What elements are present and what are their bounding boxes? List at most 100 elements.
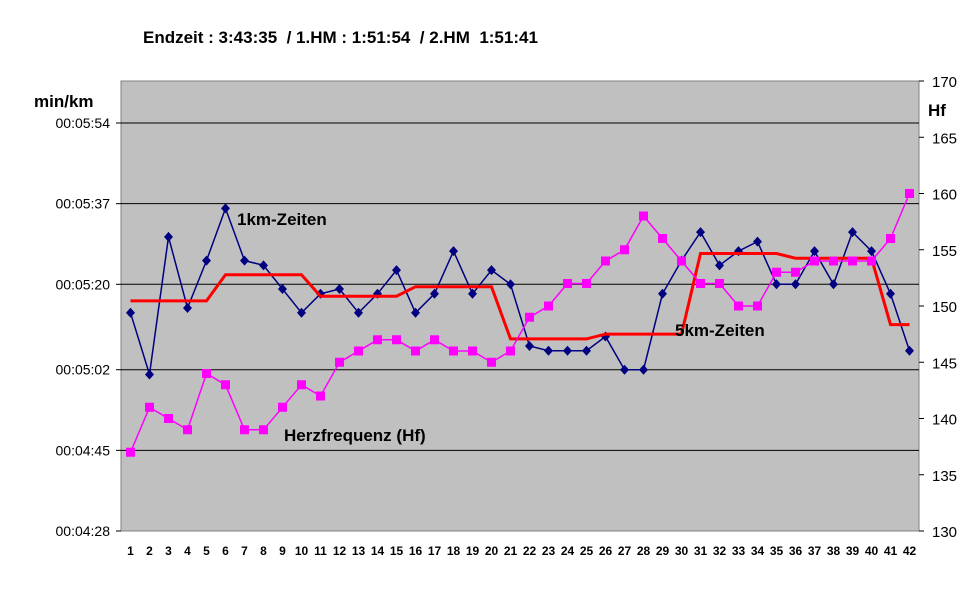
data-point-square — [126, 447, 135, 457]
data-point-diamond — [810, 246, 819, 257]
x-tick-label: 27 — [618, 544, 632, 558]
x-tick-label: 6 — [222, 544, 229, 558]
x-tick-label: 32 — [713, 544, 727, 558]
data-point-square — [867, 256, 876, 266]
x-tick-label: 1 — [127, 544, 134, 558]
y-right-tick-label: 160 — [932, 187, 957, 204]
data-point-square — [791, 267, 800, 277]
data-point-diamond — [487, 265, 496, 276]
data-point-diamond — [354, 307, 363, 318]
series-line — [130, 252, 910, 341]
x-tick-label: 41 — [884, 544, 898, 558]
chart-title: Endzeit : 3:43:35 / 1.HM : 1:51:54 / 2.H… — [143, 28, 538, 47]
x-tick-label: 20 — [485, 544, 499, 558]
data-point-diamond — [297, 307, 306, 318]
x-tick-label: 26 — [599, 544, 613, 558]
data-point-diamond — [164, 231, 173, 242]
data-point-diamond — [848, 227, 857, 238]
data-point-square — [316, 391, 325, 401]
data-point-square — [354, 346, 363, 356]
data-point-square — [696, 279, 705, 288]
x-tick-label: 33 — [732, 544, 746, 558]
data-point-square — [392, 335, 401, 345]
data-point-square — [183, 425, 192, 435]
x-tick-label: 40 — [865, 544, 879, 558]
data-point-square — [620, 245, 629, 255]
data-point-diamond — [411, 307, 420, 318]
y-left-tick-label: 00:05:37 — [56, 196, 111, 212]
x-tick-label: 36 — [789, 544, 803, 558]
y-right-tick-label: 145 — [932, 355, 957, 372]
data-point-square — [164, 414, 173, 423]
y-right-tick-label: 170 — [932, 74, 957, 91]
data-point-square — [145, 402, 154, 412]
data-point-square — [240, 425, 249, 435]
y-left-tick-label: 00:05:54 — [56, 115, 111, 131]
x-tick-label: 39 — [846, 544, 860, 558]
x-tick-label: 37 — [808, 544, 822, 558]
x-tick-label: 16 — [409, 544, 423, 558]
y-right-tick-label: 155 — [932, 243, 957, 260]
x-tick-label: 34 — [751, 544, 765, 558]
x-tick-label: 10 — [295, 544, 309, 558]
x-tick-label: 24 — [561, 544, 575, 558]
x-tick-label: 35 — [770, 544, 784, 558]
data-point-square — [259, 425, 268, 435]
data-point-diamond — [544, 345, 553, 356]
data-point-diamond — [620, 364, 629, 375]
data-point-diamond — [145, 369, 154, 380]
x-tick-label: 42 — [903, 544, 917, 558]
data-point-diamond — [278, 284, 287, 295]
series-5km-zeiten — [130, 252, 910, 341]
data-point-diamond — [430, 288, 439, 299]
x-tick-label: 22 — [523, 544, 537, 558]
x-tick-label: 38 — [827, 544, 841, 558]
x-tick-label: 11 — [314, 544, 327, 558]
data-point-diamond — [240, 255, 249, 266]
data-point-diamond — [829, 279, 838, 290]
series-annotation: 5km-Zeiten — [675, 321, 765, 340]
data-point-diamond — [658, 288, 667, 299]
x-tick-label: 31 — [694, 544, 708, 558]
data-point-square — [905, 189, 914, 198]
x-tick-label: 17 — [428, 544, 442, 558]
data-point-square — [468, 346, 477, 356]
data-point-square — [297, 380, 306, 390]
x-tick-label: 13 — [352, 544, 366, 558]
data-point-diamond — [696, 227, 705, 238]
data-point-diamond — [905, 345, 914, 356]
data-point-square — [278, 402, 287, 412]
data-point-square — [810, 256, 819, 266]
x-tick-label: 15 — [390, 544, 404, 558]
data-point-diamond — [886, 288, 895, 299]
y-left-tick-label: 00:04:45 — [56, 442, 111, 458]
x-tick-label: 29 — [656, 544, 670, 558]
data-point-square — [639, 211, 648, 221]
data-point-diamond — [715, 260, 724, 271]
data-point-square — [848, 256, 857, 266]
data-point-diamond — [791, 279, 800, 290]
data-point-diamond — [582, 345, 591, 356]
data-point-diamond — [563, 345, 572, 356]
data-point-square — [601, 256, 610, 266]
data-point-square — [753, 301, 762, 311]
x-tick-label: 28 — [637, 544, 651, 558]
data-point-diamond — [506, 279, 515, 290]
x-tick-label: 30 — [675, 544, 689, 558]
data-point-diamond — [468, 288, 477, 299]
data-point-square — [506, 346, 515, 356]
data-point-diamond — [221, 203, 230, 214]
series-annotation: Herzfrequenz (Hf) — [284, 426, 426, 445]
data-point-square — [677, 256, 686, 266]
y-right-tick-label: 135 — [932, 468, 957, 485]
x-tick-label: 4 — [184, 544, 191, 558]
data-point-diamond — [126, 307, 135, 318]
x-tick-label: 21 — [504, 544, 518, 558]
data-point-diamond — [772, 279, 781, 290]
y-left-axis-label: min/km — [34, 92, 94, 111]
data-point-square — [202, 369, 211, 378]
data-point-square — [335, 357, 344, 367]
y-left-tick-label: 00:04:28 — [56, 523, 111, 539]
x-tick-label: 19 — [466, 544, 480, 558]
data-point-square — [487, 357, 496, 367]
